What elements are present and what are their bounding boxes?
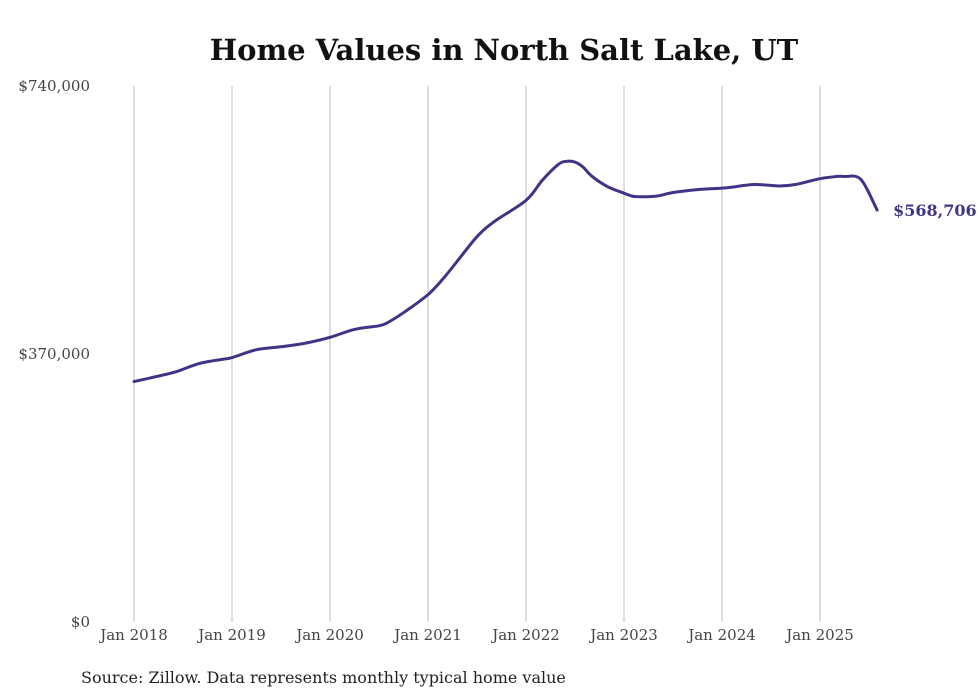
x-tick-label-2019: Jan 2019 <box>196 626 266 644</box>
x-tick-label-2022: Jan 2022 <box>490 626 560 644</box>
x-tick-label-2020: Jan 2020 <box>294 626 364 644</box>
y-tick-label-370000: $370,000 <box>18 345 90 363</box>
y-tick-label-740000: $740,000 <box>18 77 90 95</box>
source-note: Source: Zillow. Data represents monthly … <box>81 668 566 687</box>
annotation-layer: $568,706 <box>893 201 977 220</box>
y-tick-label-0: $0 <box>71 613 90 631</box>
chart-title: Home Values in North Salt Lake, UT <box>210 33 799 67</box>
x-tick-label-2025: Jan 2025 <box>784 626 854 644</box>
vertical-gridlines <box>133 86 821 622</box>
end-value-label: $568,706 <box>893 201 977 220</box>
series-layer <box>132 159 879 383</box>
x-tick-label-2021: Jan 2021 <box>392 626 462 644</box>
x-tick-label-2024: Jan 2024 <box>686 626 756 644</box>
x-tick-label-2018: Jan 2018 <box>98 626 168 644</box>
y-axis-tick-labels: $0 $370,000 $740,000 <box>18 77 90 631</box>
x-axis-tick-labels: Jan 2018 Jan 2019 Jan 2020 Jan 2021 Jan 2022… <box>98 626 854 644</box>
x-tick-label-2023: Jan 2023 <box>588 626 658 644</box>
series-line-home-value <box>132 159 879 383</box>
